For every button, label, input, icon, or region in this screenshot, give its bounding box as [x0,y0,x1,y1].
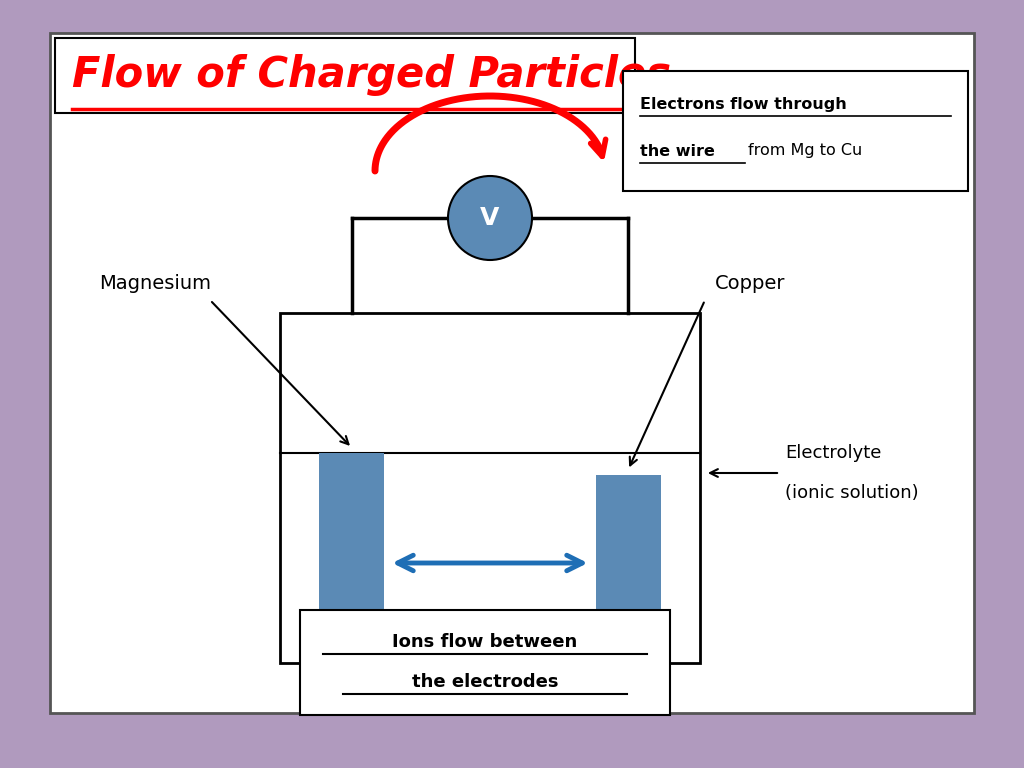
Text: the electrodes: the electrodes [412,673,558,691]
FancyBboxPatch shape [55,38,635,113]
FancyBboxPatch shape [300,610,670,715]
Text: the wire: the wire [640,144,721,158]
FancyBboxPatch shape [319,453,384,663]
FancyBboxPatch shape [596,475,660,663]
Text: V: V [480,206,500,230]
Circle shape [449,176,532,260]
Text: (ionic solution): (ionic solution) [785,484,919,502]
Text: Flow of Charged Particles: Flow of Charged Particles [72,55,671,97]
Text: Electrons flow through: Electrons flow through [640,97,847,111]
Text: Ions flow between: Ions flow between [392,633,578,651]
Text: Magnesium: Magnesium [99,273,211,293]
Text: Copper: Copper [715,273,785,293]
FancyBboxPatch shape [50,33,974,713]
Text: from Mg to Cu: from Mg to Cu [748,144,862,158]
Text: Electrolyte: Electrolyte [785,444,882,462]
FancyBboxPatch shape [623,71,968,191]
